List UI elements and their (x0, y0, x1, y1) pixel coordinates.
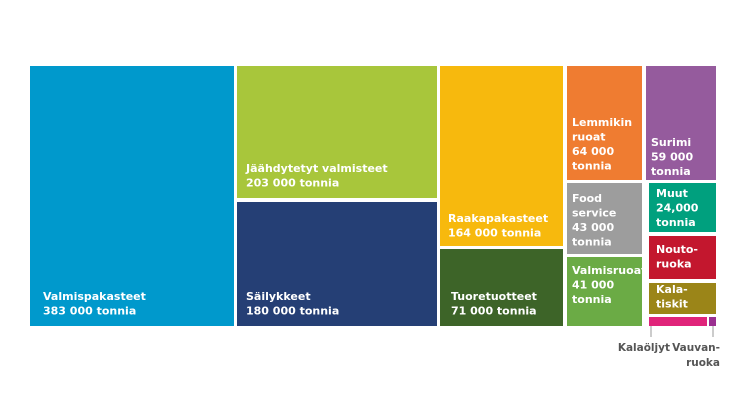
tile-sailykkeet (237, 202, 437, 326)
outside-label-kalaoljyt: Kalaöljyt (618, 342, 670, 354)
tile-valmispakasteet (30, 66, 234, 326)
tile-label-lemmikin: tonnia (572, 160, 612, 173)
tile-label-sailykkeet: Säilykkeet (246, 290, 311, 303)
tile-label-lemmikin: Lemmikin (572, 116, 632, 129)
tile-kalatiskit (649, 283, 716, 314)
tile-kalaoljyt (649, 317, 707, 326)
tile-label-surimi: tonnia (651, 165, 691, 178)
tile-label-surimi: Surimi (651, 136, 691, 149)
tile-label-valmisruoat: tonnia (572, 293, 612, 306)
tile-label-tuoretuotteet: Tuoretuotteet (451, 290, 537, 303)
tile-label-valmispakasteet: Valmispakasteet (43, 290, 146, 303)
tile-label-noutoruoka: Nouto- (656, 243, 698, 256)
outside-label-vauvanruoka: ruoka (686, 357, 720, 369)
tile-label-muut: tonnia (656, 216, 696, 229)
tile-jaahdytetyt (237, 66, 437, 198)
tile-label-kalatiskit: tiskit (656, 298, 688, 311)
tile-label-food-service: Food (572, 192, 602, 205)
tile-label-food-service: tonnia (572, 236, 612, 249)
tile-label-sailykkeet: 180 000 tonnia (246, 305, 339, 318)
tile-label-lemmikin: 64 000 (572, 145, 614, 158)
tile-label-jaahdytetyt: Jäähdytetyt valmisteet (245, 162, 388, 175)
tile-label-surimi: 59 000 (651, 151, 693, 164)
tile-label-jaahdytetyt: 203 000 tonnia (246, 177, 339, 190)
tile-food-service (567, 183, 642, 254)
tile-label-food-service: service (572, 207, 616, 220)
tile-label-valmisruoat: 41 000 (572, 279, 614, 292)
tile-label-muut: Muut (656, 187, 688, 200)
tile-noutoruoka (649, 236, 716, 279)
tile-valmisruoat (567, 257, 642, 326)
tile-vauvanruoka (709, 317, 716, 326)
tile-label-food-service: 43 000 (572, 221, 614, 234)
tile-label-tuoretuotteet: 71 000 tonnia (451, 305, 537, 318)
outside-label-vauvanruoka: Vauvan- (672, 342, 720, 354)
tile-lemmikin (567, 66, 642, 180)
tile-surimi (646, 66, 716, 180)
tile-label-valmisruoat: Valmisruoat (572, 264, 646, 277)
tile-label-kalatiskit: Kala- (656, 283, 688, 296)
tile-label-noutoruoka: ruoka (656, 258, 692, 271)
tile-label-raakapakasteet: 164 000 tonnia (448, 227, 541, 240)
tile-label-valmispakasteet: 383 000 tonnia (43, 305, 136, 318)
tile-tuoretuotteet (440, 249, 563, 326)
tile-label-lemmikin: ruoat (572, 131, 606, 144)
tile-label-muut: 24,000 (656, 202, 699, 215)
tile-muut (649, 183, 716, 232)
tile-label-raakapakasteet: Raakapakasteet (448, 212, 548, 225)
tile-raakapakasteet (440, 66, 563, 246)
